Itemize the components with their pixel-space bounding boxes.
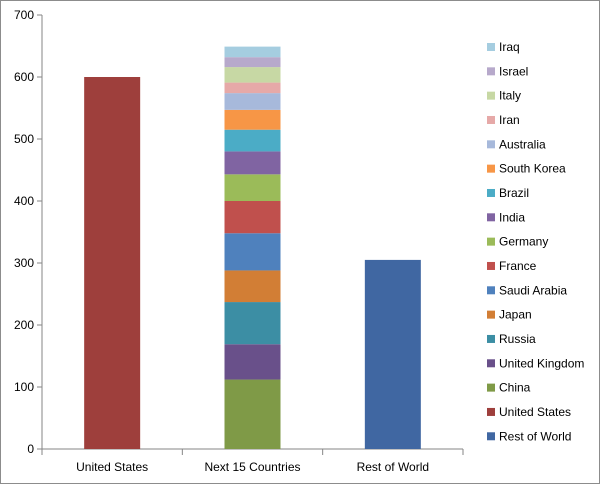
legend-label: Rest of World xyxy=(499,429,571,443)
legend-label: France xyxy=(499,259,537,273)
legend-label: Iraq xyxy=(499,40,520,54)
x-tick-label: United States xyxy=(76,460,148,474)
y-tick-label: 300 xyxy=(14,256,34,270)
bar-segment xyxy=(224,67,281,83)
legend-entry: Australia xyxy=(487,137,546,151)
legend-entry: Germany xyxy=(487,235,548,249)
legend-entry: Russia xyxy=(487,332,536,346)
legend-label: South Korea xyxy=(499,162,566,176)
legend-swatch xyxy=(487,432,495,441)
x-tick-label: Rest of World xyxy=(357,460,429,474)
bar-segment xyxy=(364,259,421,449)
legend-label: China xyxy=(499,381,531,395)
legend-entry: China xyxy=(487,381,531,395)
bar-segment xyxy=(84,77,141,449)
legend-swatch xyxy=(487,261,495,270)
legend-swatch xyxy=(487,286,495,295)
bar-segment xyxy=(224,82,281,94)
legend-entry: United States xyxy=(487,405,571,419)
legend-swatch xyxy=(487,91,495,100)
bar-segment xyxy=(224,129,281,152)
legend-entry: India xyxy=(487,210,525,224)
legend-label: Australia xyxy=(499,137,546,151)
legend: Iraq Israel Italy Iran Australia South Korea B… xyxy=(487,40,584,443)
bar-segment xyxy=(224,201,281,234)
y-tick-label: 700 xyxy=(14,8,34,22)
bar-segment xyxy=(224,151,281,175)
legend-label: Russia xyxy=(499,332,536,346)
y-tick-label: 600 xyxy=(14,70,34,84)
y-tick-label: 0 xyxy=(27,442,34,456)
legend-entry: Saudi Arabia xyxy=(487,283,567,297)
y-tick-label: 400 xyxy=(14,194,34,208)
legend-swatch xyxy=(487,188,495,197)
legend-swatch xyxy=(487,140,495,149)
legend-swatch xyxy=(487,359,495,368)
legend-swatch xyxy=(487,334,495,343)
legend-entry: Japan xyxy=(487,308,532,322)
bar-segment xyxy=(224,233,281,271)
legend-entry: Rest of World xyxy=(487,429,571,443)
bar-segment xyxy=(224,46,281,58)
legend-entry: Iraq xyxy=(487,40,520,54)
legend-swatch xyxy=(487,407,495,416)
legend-swatch xyxy=(487,67,495,76)
legend-swatch xyxy=(487,213,495,222)
legend-label: India xyxy=(499,210,525,224)
bar-segment xyxy=(224,93,281,110)
bar-segment xyxy=(224,109,281,130)
legend-label: Saudi Arabia xyxy=(499,283,567,297)
legend-label: Germany xyxy=(499,235,548,249)
legend-swatch xyxy=(487,383,495,392)
legend-label: United States xyxy=(499,405,571,419)
legend-swatch xyxy=(487,164,495,173)
bars xyxy=(84,46,421,449)
legend-entry: Italy xyxy=(487,89,521,103)
legend-entry: United Kingdom xyxy=(487,356,584,370)
y-tick-label: 500 xyxy=(14,132,34,146)
legend-swatch xyxy=(487,43,495,51)
legend-label: Japan xyxy=(499,308,532,322)
bar-segment xyxy=(224,302,281,345)
legend-entry: South Korea xyxy=(487,162,566,176)
legend-label: Israel xyxy=(499,64,528,78)
y-tick-label: 200 xyxy=(14,318,34,332)
y-tick-label: 100 xyxy=(14,380,34,394)
legend-label: Italy xyxy=(499,89,521,103)
bar-segment xyxy=(224,270,281,303)
bar-segment xyxy=(224,174,281,201)
legend-entry: Iran xyxy=(487,113,520,127)
legend-label: United Kingdom xyxy=(499,356,584,370)
bar-segment xyxy=(224,344,281,380)
legend-swatch xyxy=(487,115,495,124)
legend-label: Brazil xyxy=(499,186,529,200)
legend-label: Iran xyxy=(499,113,520,127)
legend-swatch xyxy=(487,237,495,246)
bar-segment xyxy=(224,57,281,68)
x-tick-label: Next 15 Countries xyxy=(204,460,300,474)
legend-swatch xyxy=(487,310,495,319)
legend-entry: Israel xyxy=(487,64,528,78)
legend-entry: Brazil xyxy=(487,186,529,200)
legend-entry: France xyxy=(487,259,537,273)
bar-segment xyxy=(224,379,281,449)
